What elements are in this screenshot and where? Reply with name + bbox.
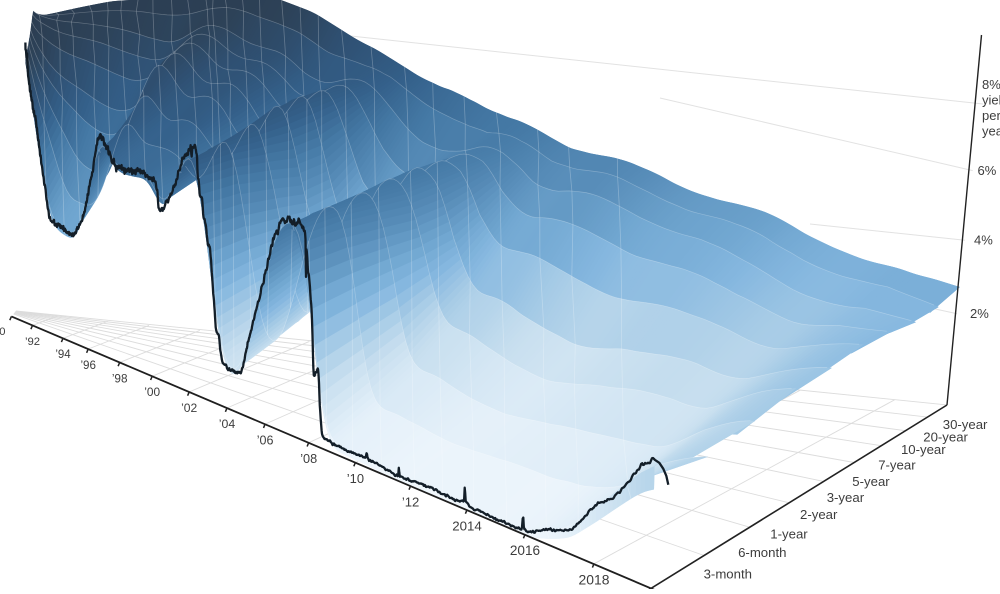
svg-text:’02: ’02 xyxy=(181,401,197,415)
svg-text:30-year: 30-year xyxy=(943,417,988,432)
svg-text:3-month: 3-month xyxy=(704,566,752,581)
svg-text:’08: ’08 xyxy=(300,452,317,466)
svg-text:’96: ’96 xyxy=(80,359,95,372)
svg-text:’10: ’10 xyxy=(347,471,364,486)
svg-text:per: per xyxy=(982,108,1000,123)
svg-text:4%: 4% xyxy=(974,233,993,248)
svg-text:1-year: 1-year xyxy=(770,527,808,542)
svg-text:’12: ’12 xyxy=(402,494,419,509)
svg-text:20-year: 20-year xyxy=(923,429,968,444)
svg-text:2-year: 2-year xyxy=(800,507,838,522)
svg-text:’00: ’00 xyxy=(144,385,160,399)
svg-text:’06: ’06 xyxy=(257,433,274,447)
svg-text:’98: ’98 xyxy=(112,371,128,385)
svg-text:6%: 6% xyxy=(978,163,997,178)
svg-text:2016: 2016 xyxy=(510,543,540,558)
svg-text:yield: yield xyxy=(982,93,1000,108)
svg-text:2018: 2018 xyxy=(579,572,610,588)
svg-text:7-year: 7-year xyxy=(878,458,916,473)
svg-text:6-month: 6-month xyxy=(738,545,786,560)
svg-text:5-year: 5-year xyxy=(852,474,890,489)
svg-text:3-year: 3-year xyxy=(827,490,865,505)
svg-text:8%: 8% xyxy=(982,77,1000,92)
svg-text:’92: ’92 xyxy=(25,336,40,348)
svg-text:’94: ’94 xyxy=(55,349,71,361)
svg-text:10-year: 10-year xyxy=(901,442,946,457)
svg-text:2%: 2% xyxy=(970,306,989,321)
svg-text:year: year xyxy=(982,124,1000,139)
svg-text:’04: ’04 xyxy=(219,417,236,431)
svg-text:’90: ’90 xyxy=(0,326,5,338)
svg-text:2014: 2014 xyxy=(452,518,482,533)
